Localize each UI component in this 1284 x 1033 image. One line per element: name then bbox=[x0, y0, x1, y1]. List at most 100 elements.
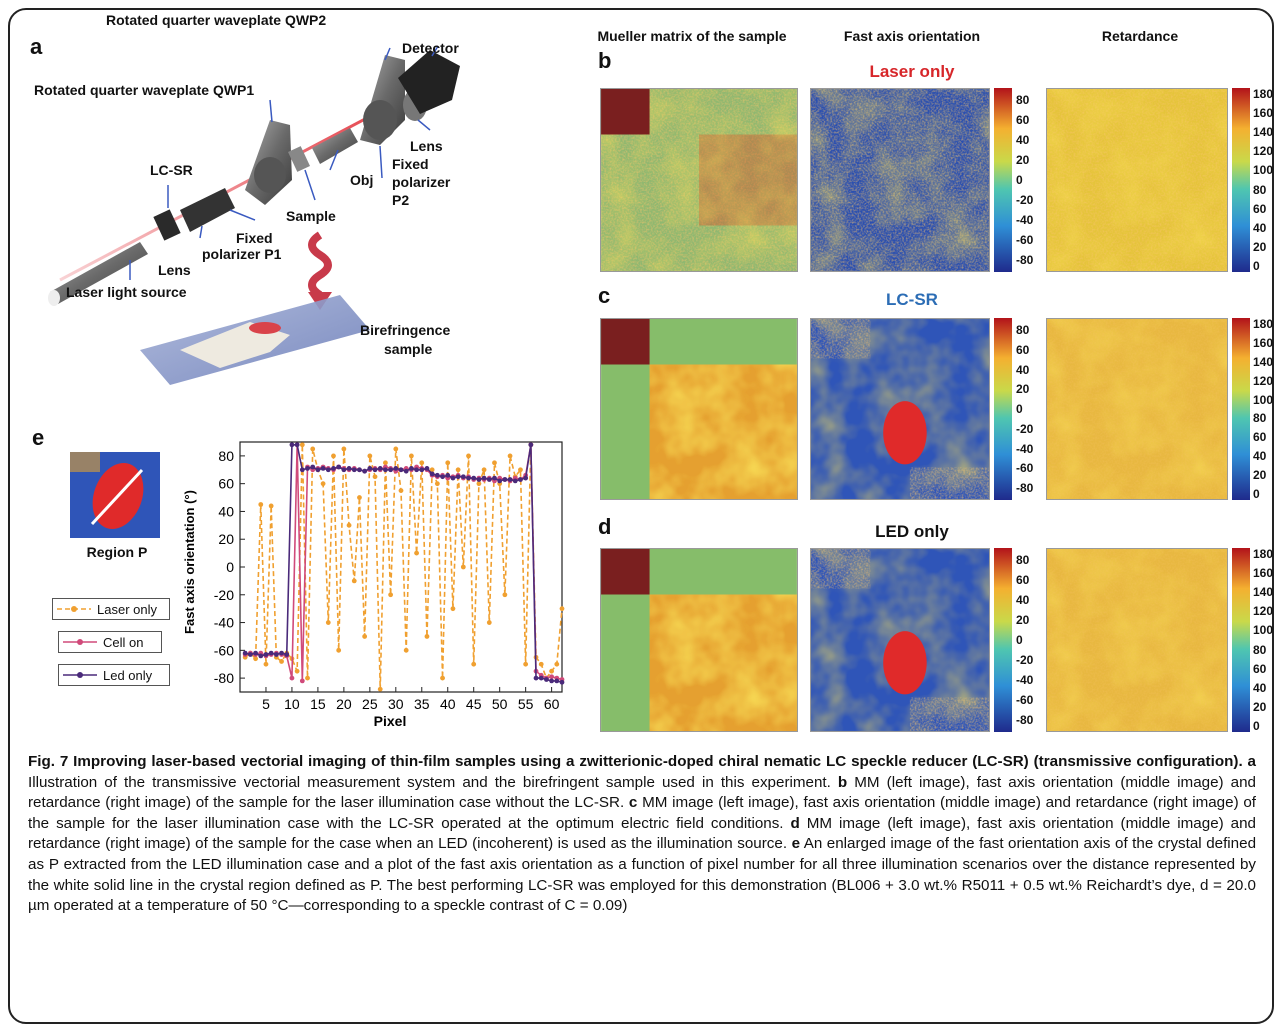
colorbar-retardance-tick: 80 bbox=[1253, 411, 1267, 426]
chart-point-0 bbox=[299, 442, 305, 448]
chart-point-2 bbox=[263, 652, 269, 657]
fast-axis-image-laser bbox=[810, 88, 990, 272]
panel-letter-a: a bbox=[30, 34, 43, 59]
caption-d-text: MM image (left image), fast axis orienta… bbox=[28, 814, 1257, 853]
label-sample: Sample bbox=[286, 208, 336, 224]
panel-letter-e: e bbox=[32, 425, 45, 450]
label-birefringence: Birefringence bbox=[360, 322, 451, 338]
colorbar-fast-axis-ticks-c: 80 60 40 20 0 -20 -40 -60 -80 bbox=[1016, 324, 1046, 494]
chart-point-0 bbox=[253, 656, 258, 662]
mueller-matrix-image-laser bbox=[600, 88, 798, 272]
chart-point-0 bbox=[434, 481, 440, 487]
legend-led-only: Led only bbox=[58, 664, 170, 686]
colorbar-retardance-tick: 40 bbox=[1253, 680, 1267, 695]
colorbar-fast-axis-b bbox=[994, 88, 1012, 272]
panel-letter-c: c bbox=[598, 283, 611, 308]
chart-point-0 bbox=[377, 686, 383, 692]
chart-point-2 bbox=[325, 467, 331, 473]
chart-point-2 bbox=[486, 477, 492, 482]
chart-point-0 bbox=[414, 550, 419, 556]
chart-point-0 bbox=[279, 659, 284, 664]
chart-point-2 bbox=[351, 467, 357, 473]
colorbar-retardance-tick: 40 bbox=[1253, 449, 1267, 464]
caption-d-label: d bbox=[783, 814, 800, 832]
chart-y-axis-label: Fast axis orientation (°) bbox=[182, 490, 197, 634]
colorbar-fast-axis-ticks-b: 80 60 40 20 0 -20 -40 -60 -80 bbox=[1016, 94, 1046, 266]
chart-point-0 bbox=[357, 495, 362, 500]
chart-point-2 bbox=[471, 475, 477, 481]
column-header-mueller: Mueller matrix of the sample bbox=[597, 28, 787, 44]
colorbar-retardance-tick: 20 bbox=[1253, 699, 1267, 714]
chart-point-0 bbox=[320, 481, 326, 487]
label-fixed-p1-1: Fixed bbox=[236, 230, 273, 246]
chart-point-0 bbox=[559, 606, 565, 612]
caption-c-text: MM image (left image), fast axis orienta… bbox=[28, 794, 1256, 832]
colorbar-fast-axis-tick: -40 bbox=[1016, 213, 1034, 227]
chart-point-0 bbox=[341, 446, 347, 452]
chart-point-0 bbox=[263, 661, 269, 667]
chart-x-tick-label: 60 bbox=[544, 696, 560, 712]
colorbar-fast-axis-tick: 0 bbox=[1016, 633, 1023, 647]
colorbar-retardance-tick: 180 bbox=[1253, 87, 1274, 101]
chart-point-0 bbox=[466, 453, 471, 459]
legend-label-laser: Laser only bbox=[97, 601, 157, 617]
colorbar-fast-axis-d bbox=[994, 548, 1012, 732]
chart-point-1 bbox=[549, 674, 555, 680]
colorbar-retardance-tick: 100 bbox=[1253, 392, 1274, 407]
chart-y-tick-label: -20 bbox=[214, 587, 234, 603]
chart-point-2 bbox=[294, 442, 300, 448]
colorbar-retardance-tick: 180 bbox=[1253, 547, 1274, 561]
colorbar-retardance-tick: 140 bbox=[1253, 125, 1274, 140]
chart-point-0 bbox=[258, 502, 264, 507]
chart-point-2 bbox=[284, 652, 290, 657]
mueller-matrix-image-lcsr bbox=[600, 318, 798, 500]
colorbar-fast-axis-tick: -80 bbox=[1016, 253, 1034, 267]
chart-point-2 bbox=[414, 467, 419, 473]
chart-point-2 bbox=[310, 464, 316, 470]
chart-point-2 bbox=[247, 652, 253, 657]
chart-point-0 bbox=[518, 467, 523, 473]
legend-laser-only: Laser only bbox=[52, 598, 170, 620]
chart-point-2 bbox=[497, 478, 503, 484]
colorbar-retardance-tick: 60 bbox=[1253, 430, 1267, 445]
chart-x-tick-label: 55 bbox=[518, 696, 534, 712]
colorbar-fast-axis-tick: 40 bbox=[1016, 362, 1030, 377]
chart-point-2 bbox=[507, 477, 513, 482]
chart-x-tick-label: 40 bbox=[440, 696, 456, 712]
chart-x-tick-label: 10 bbox=[284, 696, 300, 712]
chart-point-0 bbox=[383, 460, 388, 466]
column-header-fast-axis: Fast axis orientation bbox=[843, 28, 981, 44]
colorbar-retardance-tick: 180 bbox=[1253, 317, 1274, 331]
chart-point-2 bbox=[492, 475, 497, 481]
colorbar-fast-axis-tick: -60 bbox=[1016, 233, 1034, 247]
lc-sr-cell bbox=[153, 209, 181, 241]
fast-axis-image-lcsr bbox=[810, 318, 990, 500]
retardance-image-laser bbox=[1046, 88, 1228, 272]
colorbar-retardance-tick: 120 bbox=[1253, 604, 1274, 619]
colorbar-fast-axis-tick: -40 bbox=[1016, 673, 1034, 687]
chart-point-0 bbox=[408, 453, 414, 459]
label-sample-2: sample bbox=[384, 341, 433, 357]
chart-point-2 bbox=[440, 474, 445, 480]
chart-point-2 bbox=[434, 472, 440, 478]
colorbar-fast-axis-tick: 20 bbox=[1016, 613, 1030, 627]
chart-point-2 bbox=[320, 465, 326, 471]
chart-y-tick-label: -60 bbox=[214, 642, 234, 658]
colorbar-fast-axis-c bbox=[994, 318, 1012, 500]
legend-cell-on: Cell on bbox=[58, 631, 162, 653]
colorbar-fast-axis-tick: 40 bbox=[1016, 593, 1030, 607]
chart-point-2 bbox=[299, 467, 305, 473]
chart-point-2 bbox=[289, 442, 295, 448]
label-lens-left: Lens bbox=[158, 262, 191, 278]
label-lens-right: Lens bbox=[410, 138, 443, 154]
colorbar-retardance-d bbox=[1232, 548, 1250, 732]
colorbar-retardance-tick: 80 bbox=[1253, 642, 1267, 657]
chart-point-2 bbox=[481, 475, 487, 481]
colorbar-fast-axis-tick: 20 bbox=[1016, 153, 1030, 167]
colorbar-retardance-tick: 160 bbox=[1253, 566, 1274, 581]
chart-point-0 bbox=[486, 620, 492, 625]
label-fixed-p2-1: Fixed bbox=[392, 156, 429, 172]
colorbar-retardance-tick: 0 bbox=[1253, 259, 1260, 273]
colorbar-fast-axis-tick: 60 bbox=[1016, 573, 1030, 587]
chart-point-2 bbox=[367, 465, 373, 471]
